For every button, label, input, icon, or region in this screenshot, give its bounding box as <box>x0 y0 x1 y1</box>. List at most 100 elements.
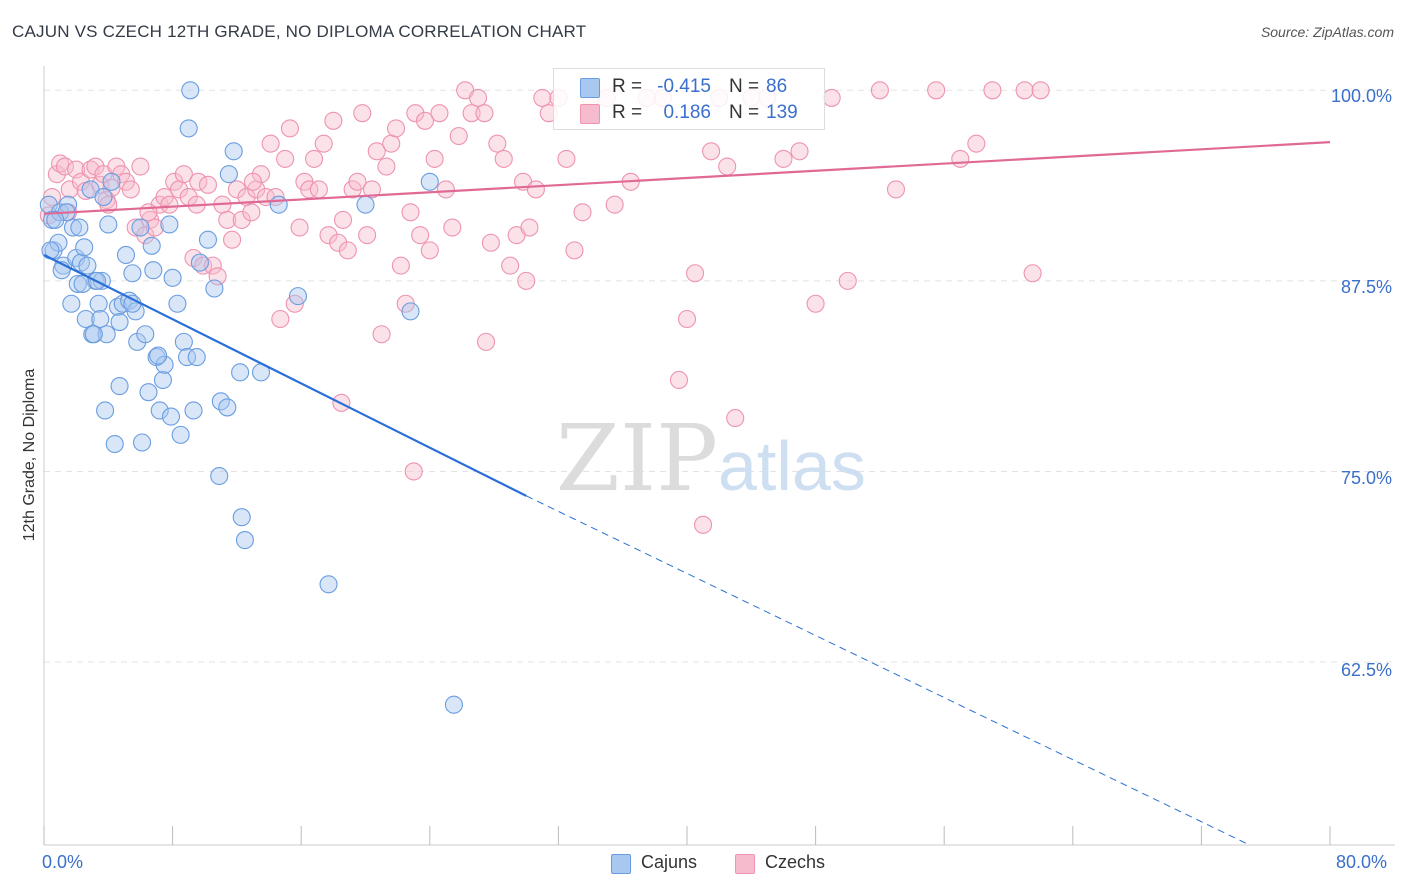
czech-point <box>468 88 488 107</box>
czech-point <box>314 134 333 153</box>
czech-point <box>838 271 857 290</box>
czech-point <box>983 81 1002 100</box>
legend-label-czechs: Czechs <box>765 852 826 872</box>
czech-point <box>501 256 520 275</box>
cajun-point <box>116 245 136 265</box>
cajun-point <box>187 348 206 367</box>
czech-point <box>232 210 251 229</box>
czech-point <box>1015 81 1034 100</box>
cajun-point <box>155 355 174 374</box>
czech-point <box>194 256 213 275</box>
cajun-point <box>420 172 439 191</box>
czech-point <box>573 203 592 222</box>
cajun-point <box>84 325 103 344</box>
czech-point <box>131 157 150 176</box>
cajun-point <box>78 256 97 275</box>
czech-point <box>822 88 841 107</box>
czech-point <box>290 218 309 237</box>
czech-point <box>449 126 468 146</box>
chart-title: CAJUN VS CZECH 12TH GRADE, NO DIPLOMA CO… <box>12 22 587 41</box>
cajun-point <box>68 274 87 293</box>
czech-point <box>443 218 462 237</box>
czech-point <box>401 203 420 222</box>
stats-legend: R = -0.415 N = 86 R = 0.186 N = 139 <box>553 68 825 130</box>
czech-point <box>967 134 986 153</box>
r-label: R = <box>612 76 643 97</box>
czech-point <box>276 149 295 168</box>
czech-point <box>189 172 208 191</box>
czech-point <box>488 134 507 153</box>
czech-point <box>790 142 809 161</box>
x-tick-label: 0.0% <box>42 852 84 872</box>
czech-point <box>477 332 496 351</box>
cajun-point <box>184 401 203 420</box>
czech-point <box>242 203 261 222</box>
czech-point <box>271 309 290 329</box>
cajun-point <box>160 215 179 234</box>
cajun-point <box>110 312 129 332</box>
czech-point <box>526 180 545 199</box>
czech-point <box>139 203 158 222</box>
source-label: Source: ZipAtlas.com <box>1260 24 1394 40</box>
czech-point <box>520 218 539 237</box>
cajun-trend-extension <box>526 495 1250 846</box>
czech-point <box>353 104 372 123</box>
czech-point <box>218 210 237 229</box>
cajun-point <box>97 325 116 344</box>
cajun-point <box>231 363 250 382</box>
cajun-point <box>139 383 158 402</box>
cajun-point <box>288 287 308 306</box>
czech-point <box>430 104 449 123</box>
cajun-point <box>131 218 150 237</box>
czech-point <box>411 226 430 245</box>
cajun-point <box>224 142 243 161</box>
watermark-atlas: atlas <box>718 427 866 505</box>
y-tick-label: 62.5% <box>1340 660 1392 680</box>
czech-point <box>533 88 552 107</box>
czech-point <box>718 157 737 176</box>
czech-point <box>305 149 324 168</box>
czech-trend-line <box>43 141 1331 215</box>
czech-point <box>951 149 970 168</box>
czech-point <box>261 134 280 153</box>
czech-point <box>726 409 745 428</box>
r-value: -0.415 <box>657 76 711 97</box>
czech-point <box>494 149 513 168</box>
cajun-point <box>401 302 420 321</box>
czech-point <box>324 111 343 130</box>
czech-point <box>55 157 74 176</box>
czech-point <box>677 309 697 329</box>
cajun-point <box>232 508 251 527</box>
cajun-point <box>356 195 375 214</box>
czech-points <box>39 81 1050 534</box>
czech-point <box>333 210 353 229</box>
cajun-point <box>178 348 197 367</box>
czech-point <box>338 241 357 260</box>
czech-legend-swatch <box>735 854 755 874</box>
czech-point <box>1031 81 1050 100</box>
czech-point <box>694 515 713 534</box>
czech-point <box>382 134 401 153</box>
cajun-point <box>110 377 129 396</box>
czech-point <box>160 195 179 214</box>
legend-label-cajuns: Cajuns <box>641 852 698 872</box>
czech-point <box>280 119 299 138</box>
cajun-point <box>168 294 187 313</box>
czech-point <box>372 325 391 344</box>
cajun-legend-swatch <box>611 854 631 874</box>
n-value: 86 <box>766 76 788 97</box>
cajun-swatch <box>580 78 600 98</box>
cajun-trend-line <box>43 253 527 497</box>
cajun-point <box>210 466 229 486</box>
czech-point <box>462 104 481 123</box>
cajun-point <box>63 218 82 237</box>
cajun-point <box>123 294 142 313</box>
cajun-point <box>149 346 168 365</box>
cajun-point <box>99 215 118 234</box>
cajun-point <box>444 695 463 714</box>
czech-point <box>1023 264 1042 283</box>
czech-point <box>391 256 410 275</box>
czech-point <box>367 142 386 161</box>
czech-point <box>223 230 242 249</box>
czech-point <box>481 233 500 252</box>
